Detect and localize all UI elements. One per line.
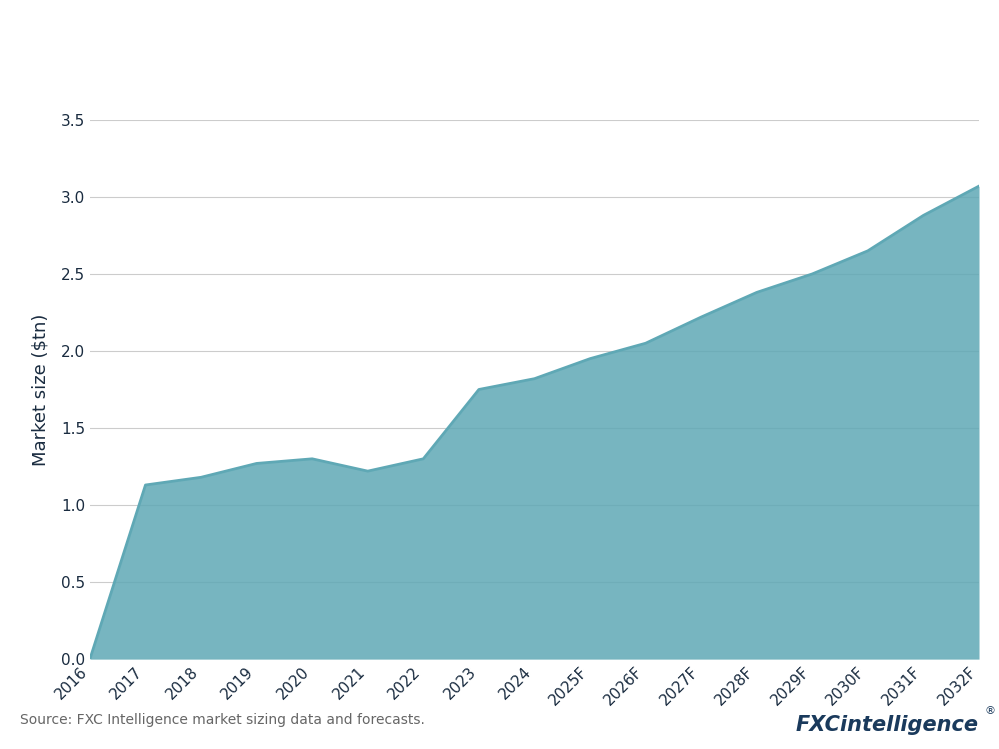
Text: Source: FXC Intelligence market sizing data and forecasts.: Source: FXC Intelligence market sizing d… <box>20 713 425 727</box>
Text: FXCintelligence: FXCintelligence <box>796 715 979 736</box>
Text: ®: ® <box>984 706 995 716</box>
Y-axis label: Market size ($tn): Market size ($tn) <box>32 313 50 466</box>
Text: Consumer-to-consumer cross-border payments market size, 2016-2032F: Consumer-to-consumer cross-border paymen… <box>20 75 675 93</box>
Text: Consumer money transfers to reach a $3.1tn TAM by 2032: Consumer money transfers to reach a $3.1… <box>20 23 933 51</box>
